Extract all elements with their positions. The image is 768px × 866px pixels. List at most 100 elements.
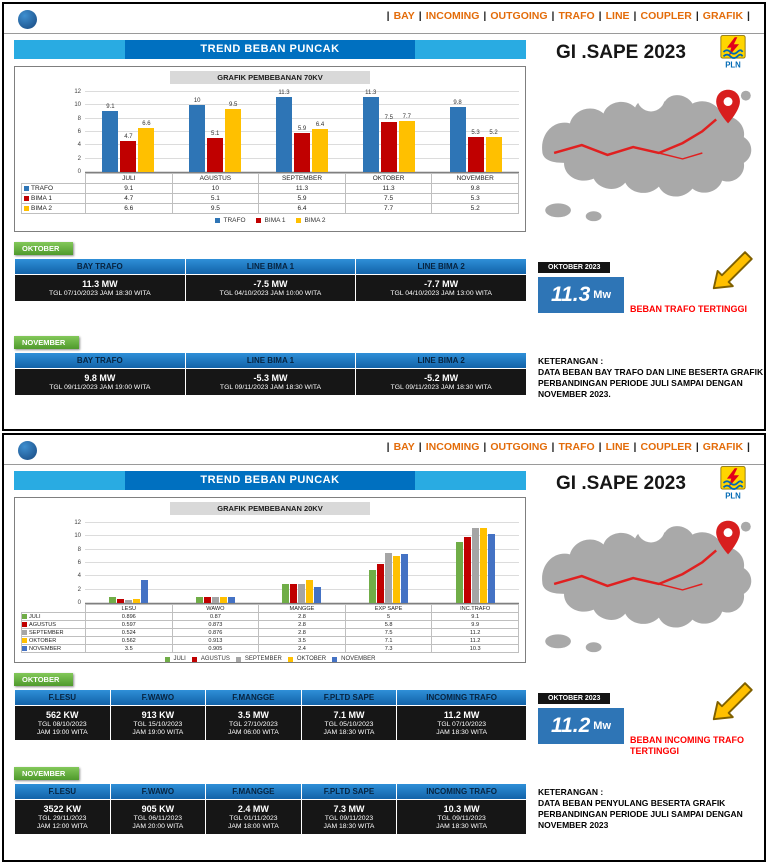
legend-item: JULI (164, 656, 186, 662)
bar-wrap (298, 584, 306, 603)
nav-item-line[interactable]: LINE (605, 441, 630, 453)
bar-wrap (290, 584, 298, 603)
value-cell: 9.8 (431, 183, 519, 194)
nav-separator: | (695, 441, 699, 453)
bar (293, 132, 310, 172)
bar (449, 106, 466, 172)
bar-wrap (488, 534, 496, 603)
value-cell: 2.8 (258, 628, 346, 637)
y-axis-label: 4 (77, 573, 81, 580)
nav-separator: | (551, 441, 555, 453)
title-bar: TREND BEBAN PUNCAK (14, 471, 526, 490)
nav-item-grafik[interactable]: GRAFIK (702, 10, 744, 22)
grid-line (85, 575, 519, 577)
oktober-table: F.LESU F.WAWO F.MANGGE F.PLTD SAPE INCOMING … (14, 689, 527, 741)
bar (227, 596, 235, 603)
color-swatch (214, 218, 220, 223)
cell-value: 9.8 MW (84, 373, 116, 383)
cell-timestamp: TGL 07/10/2023 (437, 721, 487, 728)
bar-wrap: 10 (189, 98, 206, 172)
nav-item-incoming[interactable]: INCOMING (425, 10, 480, 22)
chart-legend: JULI AGUSTUS SEPTEMBER OKTOBER NOVEMBER (21, 656, 519, 662)
nav-item-coupler[interactable]: COUPLER (640, 10, 692, 22)
nav-item-bay[interactable]: BAY (393, 441, 415, 453)
bar-wrap (219, 596, 227, 603)
series-key-cell: AGUSTUS (21, 620, 86, 629)
value-cell: 0.87 (171, 612, 260, 621)
color-swatch (295, 218, 301, 223)
bar (393, 555, 401, 603)
keterangan-block: KETERANGAN : DATA BEBAN BAY TRAFO DAN LI… (538, 356, 764, 400)
bar (195, 597, 203, 603)
nav-separator: | (598, 441, 602, 453)
nav-item-grafik[interactable]: GRAFIK (702, 441, 744, 453)
legend-item: NOVEMBER (332, 656, 375, 662)
nav-item-outgoing[interactable]: OUTGOING (490, 10, 548, 22)
cell-timestamp: JAM 06:00 WITA (227, 729, 279, 736)
category-header-cell: NOVEMBER (431, 173, 519, 184)
bar (485, 137, 502, 172)
value-cell: 5.2 (431, 203, 519, 214)
keterangan-body: DATA BEBAN BAY TRAFO DAN LINE BESERTA GR… (538, 367, 764, 400)
bar-value-label: 7.7 (402, 113, 411, 120)
cell-value: 913 KW (141, 710, 175, 720)
data-cell: 562 KW TGL 08/10/2023 JAM 19:00 WITA (15, 706, 110, 740)
value-cell: 7.5 (344, 193, 433, 204)
series-row: BIMA 1 4.7 5.1 5.9 7.5 5.3 (21, 193, 519, 204)
bar-wrap (211, 597, 219, 603)
category-header-cell: SEPTEMBER (258, 173, 346, 184)
value-cell: 0.597 (85, 620, 173, 629)
data-row: 3522 KW TGL 29/11/2023 JAM 12:00 WITA 905 K… (15, 800, 526, 834)
top-nav: | BAY | INCOMING | OUTGOING | TRAFO | LINE | COUPLE… (383, 10, 754, 22)
blue-dot-icon (18, 10, 37, 29)
value-cell: 0.896 (85, 612, 173, 621)
data-cell: -7.7 MW TGL 04/10/2023 JAM 13:00 WITA (356, 275, 526, 301)
color-swatch (24, 185, 29, 191)
data-cell: 2.4 MW TGL 01/11/2023 JAM 18:00 WITA (206, 800, 301, 834)
grid-line (85, 562, 519, 563)
column-header: LINE BIMA 2 (356, 259, 526, 274)
bar-value-label: 9.8 (453, 99, 462, 106)
nav-item-trafo[interactable]: TRAFO (558, 441, 595, 453)
chart-plot: 0 2 4 6 8 10 12 9.1 4.7 6.6 10 5.1 9.5 11.3 5.9 6.4 11.3… (74, 89, 519, 175)
data-row: 562 KW TGL 08/10/2023 JAM 19:00 WITA 913 KW… (15, 706, 526, 740)
oktober-label: OKTOBER (14, 242, 74, 255)
highlight-caption: BEBAN TRAFO TERTINGGI (630, 304, 747, 314)
pln-logo-icon (720, 465, 746, 501)
cell-timestamp: JAM 19:00 WITA (132, 729, 184, 736)
highlight-value: 11.3 (550, 283, 591, 306)
bar (138, 128, 155, 172)
cell-value: 11.2 MW (443, 710, 480, 720)
bar-value-label: 11.3 (278, 89, 290, 96)
legend-item: BIMA 2 (295, 217, 325, 224)
keterangan-body: DATA BEBAN PENYULANG BESERTA GRAFIK PERB… (538, 798, 743, 831)
cell-timestamp: TGL 05/10/2023 (324, 721, 374, 728)
bar (120, 140, 137, 172)
bar (189, 105, 206, 172)
nav-item-line[interactable]: LINE (605, 10, 630, 22)
keterangan-heading: KETERANGAN : (538, 356, 604, 366)
nav-item-bay[interactable]: BAY (393, 10, 415, 22)
bar-value-label: 5.1 (211, 131, 220, 137)
column-header: INCOMING TRAFO (397, 784, 526, 799)
value-cell: 2.8 (258, 620, 346, 629)
nav-item-outgoing[interactable]: OUTGOING (490, 441, 548, 453)
bar-wrap (203, 597, 211, 603)
column-header: F.WAWO (110, 784, 206, 799)
nav-separator: | (418, 10, 422, 22)
value-cell: 5.9 (258, 193, 346, 204)
nav-item-coupler[interactable]: COUPLER (640, 441, 692, 453)
legend-item: AGUSTUS (191, 656, 230, 662)
bar-wrap (124, 599, 132, 603)
nav-item-trafo[interactable]: TRAFO (558, 10, 595, 22)
highlight-value-box: 11.2 Mw (538, 708, 624, 744)
panel-20kv-dashboard: | BAY | INCOMING | OUTGOING | TRAFO | LINE | COUPLE… (2, 433, 766, 862)
nav-item-incoming[interactable]: INCOMING (425, 441, 480, 453)
bar-wrap: 6.4 (311, 122, 328, 172)
bar-group (259, 524, 346, 603)
bar-wrap (393, 555, 401, 603)
bar-wrap: 9.8 (449, 99, 466, 172)
value-cell: 0.876 (171, 628, 260, 637)
chart-70kv: GRAFIK PEMBEBANAN 70KV 0 2 4 6 8 10 12 9.1 4.7 6.6… (14, 66, 526, 232)
value-cell: 5 (344, 612, 433, 621)
